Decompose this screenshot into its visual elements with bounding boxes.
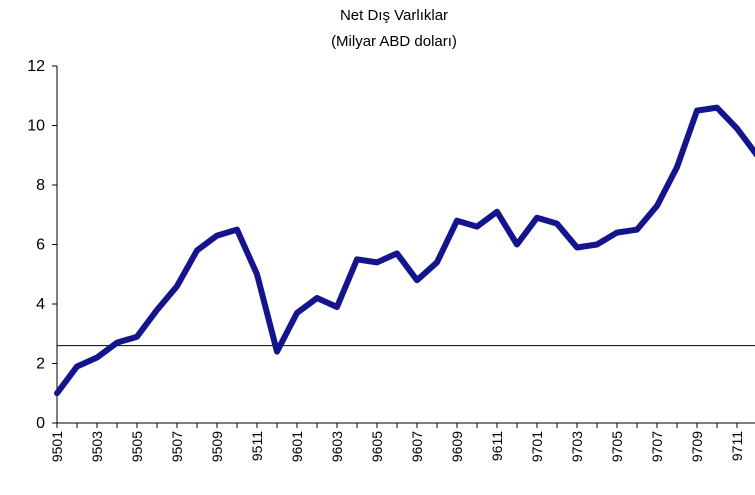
x-tick-label: 9607: [409, 431, 425, 462]
x-tick-label: 9707: [649, 431, 665, 462]
x-tick-label: 9711: [729, 431, 745, 461]
x-tick-label: 9505: [129, 431, 145, 462]
y-tick-label: 6: [36, 237, 45, 254]
x-tick-label: 9603: [329, 431, 345, 462]
y-tick-label: 2: [36, 356, 45, 373]
x-tick-label: 9501: [49, 431, 65, 462]
x-tick-label: 9701: [529, 431, 545, 462]
x-tick-label: 9503: [89, 431, 105, 462]
chart-title: Net Dış Varlıklar: [340, 7, 448, 24]
y-tick-label: 12: [27, 58, 45, 75]
x-tick-label: 9601: [289, 431, 305, 462]
y-tick-label: 0: [36, 415, 45, 432]
x-tick-label: 9609: [449, 431, 465, 462]
data-line: [54, 104, 755, 397]
x-tick-label: 9511: [249, 431, 265, 461]
x-tick-label: 9507: [169, 431, 185, 462]
x-tick-label: 9611: [489, 431, 505, 461]
x-tick-label: 9703: [569, 431, 585, 462]
y-tick-label: 4: [36, 296, 45, 313]
chart-subtitle: (Milyar ABD doları): [331, 33, 457, 50]
x-tick-label: 9509: [209, 431, 225, 462]
y-tick-label: 8: [36, 177, 45, 194]
x-tick-label: 9709: [689, 431, 705, 462]
y-tick-label: 10: [27, 118, 45, 135]
x-tick-label: 9705: [609, 431, 625, 462]
plot-area: [54, 104, 755, 397]
x-tick-label: 9605: [369, 431, 385, 462]
